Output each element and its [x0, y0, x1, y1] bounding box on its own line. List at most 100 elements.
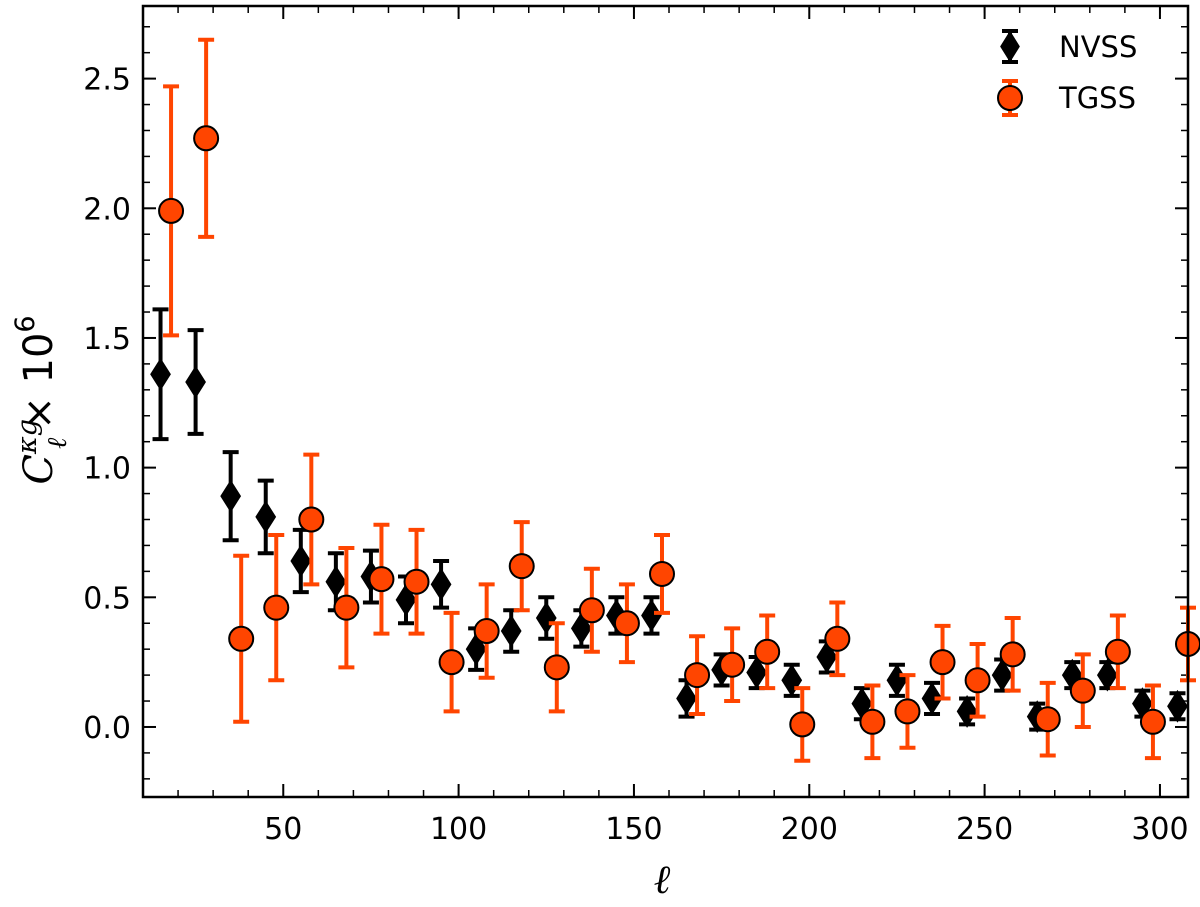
- nvss-point: [430, 558, 452, 610]
- tgss-point: [158, 84, 185, 338]
- tgss-marker: [859, 708, 886, 735]
- nvss-point: [150, 307, 171, 442]
- tgss-point: [789, 686, 816, 763]
- tgss-point: [1104, 613, 1131, 691]
- nvss-marker: [150, 357, 171, 391]
- tgss-point: [719, 626, 746, 704]
- legend-nvss-label: NVSS: [1059, 30, 1137, 64]
- legend-entry-nvss: NVSS: [1000, 29, 1137, 64]
- tgss-point: [193, 37, 220, 239]
- nvss-marker: [500, 614, 522, 648]
- nvss-point: [956, 695, 978, 728]
- tgss-point: [859, 683, 886, 761]
- tgss-point: [333, 546, 360, 670]
- nvss-marker: [220, 479, 242, 513]
- y-tick-label: 1.0: [83, 452, 131, 487]
- legend-entry-tgss: TGSS: [997, 79, 1136, 117]
- tgss-point: [1034, 680, 1061, 758]
- y-label-sup: κg: [12, 419, 43, 455]
- nvss-point: [676, 678, 697, 719]
- nvss-point: [921, 680, 943, 717]
- nvss-point: [886, 662, 908, 698]
- y-minor-ticks: [143, 25, 1188, 780]
- x-major-ticks: [282, 6, 1161, 797]
- tgss-point: [368, 522, 395, 636]
- tgss-point: [298, 452, 325, 587]
- tgss-marker: [158, 197, 185, 224]
- x-tick-label: 250: [956, 812, 1013, 847]
- tgss-marker: [789, 711, 816, 738]
- nvss-marker: [535, 601, 557, 635]
- plot-frame: [141, 4, 1190, 799]
- nvss-point: [1167, 689, 1188, 723]
- tgss-marker: [648, 560, 675, 587]
- tgss-marker: [403, 568, 430, 595]
- nvss-marker: [430, 567, 452, 601]
- tgss-marker: [613, 610, 640, 637]
- x-tick-label: 300: [1131, 812, 1188, 847]
- x-tick-label: 200: [781, 812, 838, 847]
- tgss-point: [613, 582, 640, 665]
- tgss-marker: [999, 641, 1026, 668]
- nvss-marker: [290, 544, 312, 578]
- tgss-marker: [1069, 677, 1096, 704]
- nvss-marker: [746, 656, 768, 689]
- legend-nvss-marker: [1000, 30, 1020, 63]
- y-axis-label: Cκgℓ × 106: [10, 315, 73, 484]
- tgss-point: [824, 600, 851, 678]
- tgss-marker: [543, 654, 570, 681]
- tgss-point: [578, 566, 605, 654]
- nvss-marker: [641, 599, 662, 632]
- nvss-marker: [1167, 689, 1188, 723]
- tgss-point: [1069, 652, 1096, 729]
- nvss-marker: [1096, 658, 1118, 692]
- legend-tgss-marker: [997, 85, 1023, 111]
- nvss-marker: [781, 663, 803, 697]
- series-tgss: [158, 37, 1200, 763]
- tgss-point: [894, 673, 921, 750]
- tgss-marker: [228, 625, 255, 652]
- x-tick-labels: 50 100 150 200 250 300: [264, 812, 1188, 847]
- tgss-marker: [684, 662, 711, 689]
- x-tick-label: 50: [264, 812, 302, 847]
- nvss-point: [500, 608, 522, 654]
- y-label-suffix: × 10: [16, 333, 62, 430]
- nvss-marker: [325, 565, 347, 599]
- tgss-marker: [438, 649, 465, 676]
- tgss-marker: [333, 594, 360, 621]
- nvss-point: [781, 662, 803, 698]
- nvss-marker: [185, 365, 206, 399]
- tgss-marker: [824, 625, 851, 652]
- y-major-ticks: [143, 77, 1188, 728]
- tgss-marker: [578, 597, 605, 624]
- tgss-point: [543, 621, 570, 714]
- x-axis-label: ℓ: [654, 857, 671, 903]
- nvss-marker: [956, 695, 978, 728]
- tgss-marker: [193, 125, 220, 152]
- tgss-point: [263, 533, 290, 683]
- tgss-marker: [1034, 706, 1061, 733]
- nvss-marker: [676, 682, 697, 715]
- x-tick-label: 100: [430, 812, 487, 847]
- tgss-marker: [1139, 708, 1166, 735]
- tgss-marker: [508, 553, 535, 580]
- y-tick-labels: 0.0 0.5 1.0 1.5 2.0 2.5: [83, 63, 131, 746]
- y-tick-label: 2.5: [83, 63, 131, 98]
- y-label-sub: ℓ: [42, 437, 73, 449]
- tgss-point: [228, 553, 255, 724]
- tgss-marker: [1104, 638, 1131, 665]
- nvss-point: [1096, 658, 1118, 692]
- tgss-marker: [298, 506, 325, 533]
- nvss-point: [220, 450, 242, 543]
- tgss-point: [754, 613, 781, 691]
- nvss-point: [641, 595, 662, 636]
- tgss-point: [648, 533, 675, 615]
- nvss-marker: [886, 663, 908, 697]
- tgss-marker: [473, 618, 500, 645]
- tgss-point: [508, 520, 535, 613]
- tgss-point: [473, 582, 500, 680]
- y-tick-label: 0.5: [83, 581, 131, 616]
- tgss-marker: [929, 649, 956, 676]
- tgss-point: [403, 527, 430, 636]
